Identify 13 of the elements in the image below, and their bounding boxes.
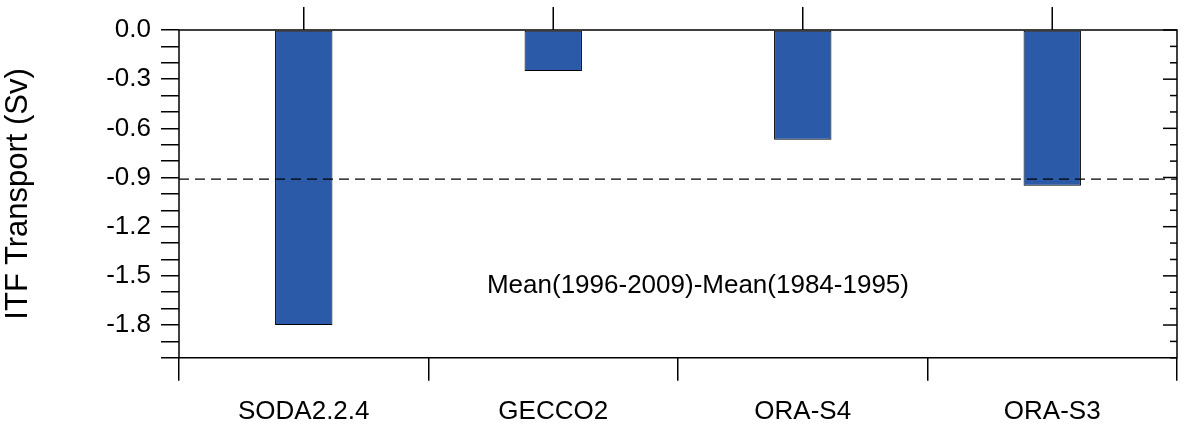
x-tick-label: GECCO2: [498, 394, 609, 425]
x-tick-label: ORA-S4: [754, 394, 852, 425]
y-tick-label: -1.2: [106, 209, 151, 240]
y-tick-label: 0.0: [114, 13, 151, 44]
y-tick-label: -1.8: [106, 308, 151, 339]
x-tick-label: ORA-S3: [1003, 394, 1101, 425]
y-tick-label: -0.3: [106, 62, 151, 93]
y-tick-label: -0.6: [106, 111, 151, 142]
y-tick-label: -1.5: [106, 259, 151, 290]
y-axis-title: ITF Transport (Sv): [0, 68, 35, 320]
annotation: Mean(1996-2009)-Mean(1984-1995): [486, 268, 909, 299]
y-tick-label: -0.9: [106, 160, 151, 191]
x-tick-label: SODA2.2.4: [237, 394, 370, 425]
